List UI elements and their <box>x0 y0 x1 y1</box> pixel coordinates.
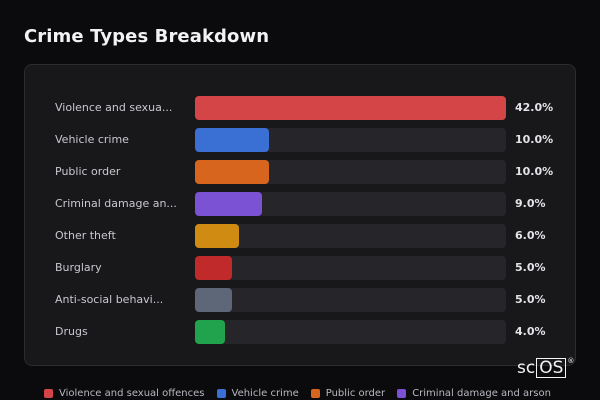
bar-track <box>195 320 506 344</box>
category-label: Other theft <box>55 229 116 242</box>
scos-logo: sc OS ® <box>517 357 574 379</box>
bar-row: Drugs 4.0% <box>25 320 577 344</box>
logo-text: sc <box>517 358 536 378</box>
legend-item[interactable]: Violence and sexual offences <box>44 388 205 399</box>
bar-row: Anti-social behavi... 5.0% <box>25 288 577 312</box>
legend-swatch <box>397 388 407 398</box>
legend-swatch <box>216 388 226 398</box>
legend-swatch <box>310 388 320 398</box>
value-label: 5.0% <box>515 261 546 274</box>
bar[interactable] <box>195 256 232 280</box>
category-label: Vehicle crime <box>55 133 129 146</box>
logo-registered-mark: ® <box>567 357 575 365</box>
bar[interactable] <box>195 160 269 184</box>
category-label: Criminal damage an... <box>55 197 177 210</box>
bar[interactable] <box>195 192 262 216</box>
value-label: 4.0% <box>515 325 546 338</box>
chart-title: Crime Types Breakdown <box>24 26 270 47</box>
bar-track <box>195 96 506 120</box>
legend-item[interactable]: Criminal damage and arson <box>397 388 551 399</box>
bar-row: Other theft 6.0% <box>25 224 577 248</box>
bar-row: Violence and sexua... 42.0% <box>25 96 577 120</box>
logo-boxed-text: OS <box>536 358 567 378</box>
bar[interactable] <box>195 320 225 344</box>
bar-track <box>195 224 506 248</box>
legend-label: Vehicle crime <box>231 387 299 399</box>
category-label: Anti-social behavi... <box>55 293 164 306</box>
bar-track <box>195 160 506 184</box>
value-label: 9.0% <box>515 197 546 210</box>
chart-card: Violence and sexua... 42.0% Vehicle crime 1… <box>24 64 576 366</box>
legend-label: Public order <box>325 387 386 399</box>
bar[interactable] <box>195 288 232 312</box>
value-label: 10.0% <box>515 165 554 178</box>
value-label: 10.0% <box>515 133 554 146</box>
category-label: Public order <box>55 165 121 178</box>
bar-row: Vehicle crime 10.0% <box>25 128 577 152</box>
bar-track <box>195 192 506 216</box>
value-label: 6.0% <box>515 229 546 242</box>
category-label: Violence and sexua... <box>55 101 173 114</box>
bar[interactable] <box>195 96 506 120</box>
bar-track <box>195 128 506 152</box>
category-label: Burglary <box>55 261 102 274</box>
bar-track <box>195 256 506 280</box>
bar[interactable] <box>195 224 239 248</box>
legend-item[interactable]: Vehicle crime <box>216 387 299 399</box>
chart-legend: Violence and sexual offences Vehicle crim… <box>44 386 563 400</box>
legend-swatch <box>44 388 53 398</box>
bar-row: Criminal damage an... 9.0% <box>25 192 577 216</box>
bar-row: Burglary 5.0% <box>25 256 577 280</box>
legend-item[interactable]: Public order <box>310 387 386 399</box>
category-label: Drugs <box>55 325 88 338</box>
bar-track <box>195 288 506 312</box>
value-label: 5.0% <box>515 293 546 306</box>
value-label: 42.0% <box>515 101 554 114</box>
legend-label: Violence and sexual offences <box>59 387 205 399</box>
bar[interactable] <box>195 128 269 152</box>
legend-label: Criminal damage and arson <box>412 387 551 399</box>
bar-row: Public order 10.0% <box>25 160 577 184</box>
